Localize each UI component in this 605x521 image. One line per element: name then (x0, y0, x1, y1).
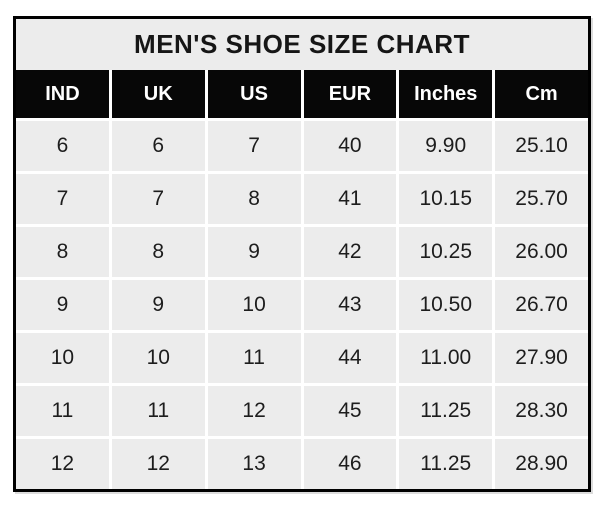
table-cell: 27.90 (495, 333, 588, 383)
size-table: IND UK US EUR Inches Cm 6 6 7 40 9.90 25.10 7 7 8 41 10.… (16, 70, 588, 489)
shoe-size-chart: MEN'S SHOE SIZE CHART IND UK US EUR Inches Cm… (13, 16, 591, 492)
table-cell: 25.70 (495, 174, 588, 224)
table-cell: 40 (303, 121, 397, 171)
table-cell: 26.70 (495, 280, 588, 330)
column-header-ind: IND (16, 70, 109, 118)
table-cell: 11 (16, 386, 109, 436)
table-cell: 10.50 (399, 280, 493, 330)
table-cell: 6 (111, 121, 205, 171)
table-cell: 8 (16, 227, 109, 277)
table-cell: 9.90 (399, 121, 493, 171)
chart-title: MEN'S SHOE SIZE CHART (16, 19, 588, 70)
table-cell: 11.25 (399, 439, 493, 489)
table-cell: 8 (111, 227, 205, 277)
column-header-eur: EUR (303, 70, 397, 118)
table-cell: 11 (111, 386, 205, 436)
table-cell: 25.10 (495, 121, 588, 171)
table-cell: 11 (207, 333, 301, 383)
table-cell: 8 (207, 174, 301, 224)
table-cell: 7 (111, 174, 205, 224)
table-cell: 43 (303, 280, 397, 330)
column-header-inches: Inches (399, 70, 493, 118)
table-cell: 7 (207, 121, 301, 171)
table-cell: 28.30 (495, 386, 588, 436)
column-header-us: US (207, 70, 301, 118)
table-cell: 10 (16, 333, 109, 383)
table-cell: 9 (16, 280, 109, 330)
table-cell: 7 (16, 174, 109, 224)
table-cell: 13 (207, 439, 301, 489)
table-cell: 10 (111, 333, 205, 383)
table-cell: 9 (111, 280, 205, 330)
table-cell: 42 (303, 227, 397, 277)
table-cell: 28.90 (495, 439, 588, 489)
table-cell: 10.25 (399, 227, 493, 277)
table-cell: 10.15 (399, 174, 493, 224)
table-cell: 10 (207, 280, 301, 330)
table-cell: 12 (207, 386, 301, 436)
table-cell: 11.00 (399, 333, 493, 383)
table-cell: 46 (303, 439, 397, 489)
table-cell: 11.25 (399, 386, 493, 436)
table-cell: 12 (111, 439, 205, 489)
table-cell: 12 (16, 439, 109, 489)
table-cell: 41 (303, 174, 397, 224)
column-header-cm: Cm (495, 70, 588, 118)
table-cell: 45 (303, 386, 397, 436)
table-cell: 9 (207, 227, 301, 277)
table-cell: 44 (303, 333, 397, 383)
column-header-uk: UK (111, 70, 205, 118)
table-cell: 6 (16, 121, 109, 171)
table-cell: 26.00 (495, 227, 588, 277)
